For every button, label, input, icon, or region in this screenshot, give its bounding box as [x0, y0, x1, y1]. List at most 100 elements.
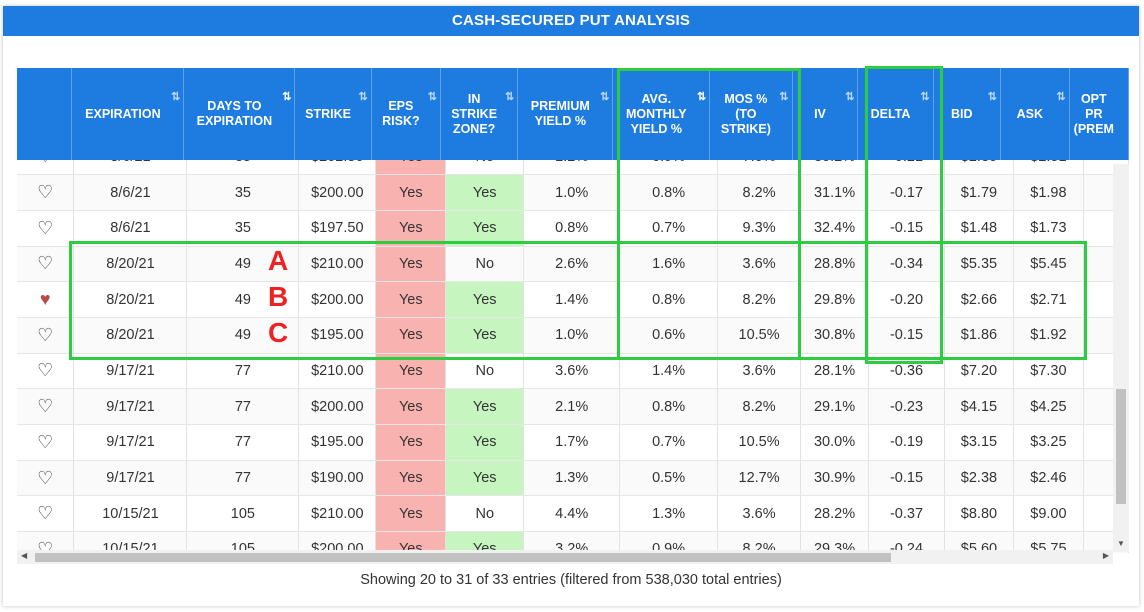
column-header-3[interactable]: STRIKE ⇅ [294, 68, 372, 160]
cell-monthly: 0.6% [619, 317, 719, 354]
cell-eps: Yes [375, 353, 447, 390]
table-row[interactable]: ♡ 8/6/21 35 $200.00 Yes Yes 1.0% 0.8% 8.2% 31.1% -… [17, 174, 1129, 211]
table-row[interactable]: ♥ 8/20/21 49 $200.00 Yes Yes 1.4% 0.8% 8.2% 29.8%… [17, 281, 1129, 318]
cell-strike: $200.00 [298, 388, 377, 425]
cell-expiration: 8/6/21 [73, 160, 188, 176]
cell-mos: 9.3% [717, 210, 802, 247]
heart-icon[interactable]: ♡ [17, 246, 75, 283]
cell-monthly: 0.8% [619, 281, 719, 318]
heart-icon[interactable]: ♡ [17, 388, 75, 425]
table-row[interactable]: ♡ 8/6/21 35 $197.50 Yes Yes 0.8% 0.7% 9.3% 32.4% -… [17, 210, 1129, 247]
heart-icon[interactable]: ♡ [17, 174, 75, 211]
sort-arrows-icon[interactable]: ⇅ [171, 91, 180, 103]
column-header-4[interactable]: EPS RISK? ⇅ [371, 68, 441, 160]
cell-zone: Yes [445, 210, 525, 247]
cell-expiration: 8/6/21 [73, 210, 188, 247]
column-header-label: AVG. MONTHLY YIELD % [625, 91, 687, 136]
scroll-right-arrow-icon[interactable]: ▶ [1102, 551, 1109, 560]
table-body: ♡8/6/2135$202.50YesNo1.2%0.9%7.0%30.2%-0… [17, 160, 1129, 553]
table-row[interactable]: ♡ 9/17/21 77 $190.00 Yes Yes 1.3% 0.5% 12.7% 30.9… [17, 460, 1129, 497]
cell-eps: Yes [375, 531, 447, 553]
vertical-scroll-thumb[interactable] [1116, 389, 1126, 504]
sort-arrows-icon[interactable]: ⇅ [779, 91, 788, 103]
table-row[interactable]: ♡ 10/15/21 105 $200.00 Yes Yes 3.2% 0.9% 8.2% 29.… [17, 531, 1129, 553]
table-row[interactable]: ♡8/6/2135$202.50YesNo1.2%0.9%7.0%30.2%-0… [17, 160, 1129, 176]
column-header-9[interactable]: IV ⇅ [792, 68, 859, 160]
cell-ask: $2.71 [1013, 281, 1084, 318]
sort-arrows-icon[interactable]: ⇅ [427, 91, 437, 103]
table-body-viewport[interactable]: ♡8/6/2135$202.50YesNo1.2%0.9%7.0%30.2%-0… [17, 160, 1129, 553]
column-header-5[interactable]: IN STRIKE ZONE? ⇅ [440, 68, 519, 160]
heart-icon[interactable]: ♡ [17, 495, 75, 533]
cell-days: 35 [186, 174, 300, 211]
heart-icon[interactable]: ♡ [17, 460, 75, 497]
horizontal-scroll-thumb[interactable] [35, 553, 891, 562]
heart-icon[interactable]: ♡ [17, 210, 75, 247]
scroll-down-arrow-icon[interactable]: ▼ [1117, 539, 1125, 548]
cell-expiration: 10/15/21 [73, 531, 188, 553]
row-marker-a: A [268, 245, 289, 276]
table-row[interactable]: ♡ 8/20/21 49 $210.00 Yes No 2.6% 1.6% 3.6% 28.8% -… [17, 246, 1129, 283]
column-header-7[interactable]: AVG. MONTHLY YIELD % ⇅ [612, 68, 711, 160]
heart-icon[interactable]: ♡ [17, 424, 75, 461]
cell-premium: 1.0% [523, 174, 621, 211]
cell-ask: $1.73 [1013, 210, 1084, 247]
vertical-scrollbar[interactable]: ▼ [1113, 164, 1129, 552]
cell-ask: $4.25 [1013, 388, 1084, 425]
scroll-left-arrow-icon[interactable]: ◀ [21, 551, 28, 560]
column-header-2[interactable]: DAYS TO EXPIRATION ⇅ [183, 68, 296, 160]
column-header-8[interactable]: MOS % (TO STRIKE) ⇅ [709, 68, 793, 160]
table-row[interactable]: ♡ 9/17/21 77 $210.00 Yes No 3.6% 1.4% 3.6% 28.1% -… [17, 353, 1129, 390]
table-row[interactable]: ♡ 8/20/21 49 $195.00 Yes Yes 1.0% 0.6% 10.5% 30.8… [17, 317, 1129, 354]
cell-iv: 32.4% [800, 210, 870, 247]
heart-icon[interactable]: ♡ [17, 317, 75, 354]
cell-bid: $1.86 [944, 317, 1014, 354]
table-row[interactable]: ♡ 10/15/21 105 $210.00 Yes No 4.4% 1.3% 3.6% 28.2… [17, 495, 1129, 533]
column-header-10[interactable]: DELTA ⇅ [857, 68, 934, 160]
cell-iv: 30.0% [800, 424, 870, 461]
column-header-12[interactable]: ASK ⇅ [1000, 68, 1070, 160]
horizontal-scrollbar[interactable]: ◀ ▶ [17, 550, 1113, 564]
cell-premium: 2.6% [523, 246, 621, 283]
cell-delta: -0.15 [868, 210, 945, 247]
row-marker-c: C [268, 317, 289, 348]
table-row[interactable]: ♡ 9/17/21 77 $195.00 Yes Yes 1.7% 0.7% 10.5% 30.0… [17, 424, 1129, 461]
heart-icon[interactable]: ♥ [17, 281, 75, 318]
cell-bid: $2.38 [944, 460, 1014, 497]
cell-days: 105 [186, 531, 300, 553]
column-header-13[interactable]: OPT PR (PREM [1069, 68, 1129, 160]
sort-arrows-icon[interactable]: ⇅ [845, 91, 854, 103]
cell-zone: No [445, 495, 525, 533]
sort-arrows-icon[interactable]: ⇅ [505, 91, 514, 103]
cell-monthly: 0.5% [619, 460, 719, 497]
cell-bid: $8.80 [944, 495, 1014, 533]
table-row[interactable]: ♡ 9/17/21 77 $200.00 Yes Yes 2.1% 0.8% 8.2% 29.1%… [17, 388, 1129, 425]
heart-icon[interactable]: ♡ [17, 160, 75, 176]
heart-icon[interactable]: ♡ [17, 531, 75, 553]
column-header-1[interactable]: EXPIRATION ⇅ [71, 68, 185, 160]
cell-premium: 3.6% [523, 353, 621, 390]
column-header-11[interactable]: BID ⇅ [933, 68, 1001, 160]
cell-iv: 29.3% [800, 531, 870, 553]
sort-arrows-icon[interactable]: ⇅ [697, 91, 706, 103]
cell-ask: $3.25 [1013, 424, 1084, 461]
column-header-label: EXPIRATION [85, 106, 161, 121]
heart-icon[interactable]: ♡ [17, 353, 75, 390]
sort-arrows-icon[interactable]: ⇅ [282, 91, 291, 103]
cell-strike: $195.00 [298, 424, 377, 461]
cell-monthly: 0.9% [619, 160, 719, 176]
cell-mos: 8.2% [717, 174, 802, 211]
sort-arrows-icon[interactable]: ⇅ [358, 91, 368, 103]
sort-arrows-icon[interactable]: ⇅ [987, 91, 997, 103]
sort-arrows-icon[interactable]: ⇅ [1056, 91, 1065, 103]
cell-zone: Yes [445, 317, 525, 354]
cell-expiration: 8/20/21 [73, 281, 188, 318]
cell-iv: 28.8% [800, 246, 870, 283]
column-header-label: DELTA [870, 106, 911, 121]
sort-arrows-icon[interactable]: ⇅ [920, 91, 929, 103]
column-header-6[interactable]: PREMIUM YIELD % ⇅ [517, 68, 614, 160]
cell-premium: 2.1% [523, 388, 621, 425]
cell-days: 49 [186, 317, 300, 354]
sort-arrows-icon[interactable]: ⇅ [600, 91, 609, 103]
cell-delta: -0.34 [868, 246, 945, 283]
